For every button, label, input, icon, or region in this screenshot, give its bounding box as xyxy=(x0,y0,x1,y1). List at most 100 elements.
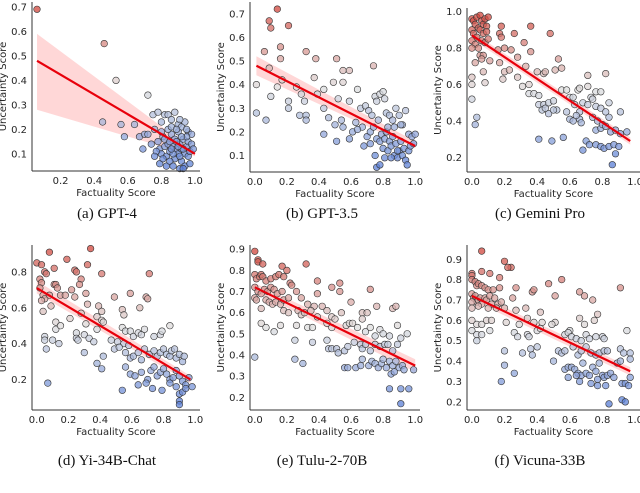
data-point xyxy=(142,379,150,387)
x-axis-label: Factuality Score xyxy=(514,427,593,438)
data-point xyxy=(585,371,594,380)
panel-caption: (f) Vicuna-33B xyxy=(495,453,586,469)
data-point xyxy=(397,334,405,342)
x-tick-label: 0.8 xyxy=(153,176,169,187)
data-point xyxy=(273,5,281,13)
data-point xyxy=(512,306,520,314)
data-point xyxy=(602,108,610,116)
data-point xyxy=(363,309,371,317)
data-point xyxy=(257,304,265,313)
data-point xyxy=(468,73,476,81)
data-point xyxy=(624,382,633,390)
data-point xyxy=(131,372,139,380)
data-point xyxy=(166,322,174,330)
data-point xyxy=(291,336,299,344)
data-point xyxy=(551,292,559,300)
data-point xyxy=(86,245,95,253)
data-point xyxy=(575,377,584,386)
data-point xyxy=(522,304,530,312)
data-point xyxy=(603,347,612,355)
data-point xyxy=(491,294,499,302)
data-point xyxy=(297,294,305,302)
data-point xyxy=(575,314,584,322)
data-point xyxy=(333,137,341,145)
data-point xyxy=(590,316,598,325)
data-point xyxy=(145,270,153,278)
data-point xyxy=(252,80,260,89)
y-tick-label: 0.4 xyxy=(229,351,245,362)
y-tick-label: 0.5 xyxy=(229,329,245,340)
x-tick-label: 0.6 xyxy=(562,177,578,188)
data-point xyxy=(267,24,275,32)
x-tick-label: 1.0 xyxy=(627,177,640,188)
data-point xyxy=(110,293,118,301)
panel-5: 0.0 0.2 0.4 0.6 0.8 1.00.20.30.40.50.60.70.80… xyxy=(433,245,640,469)
x-axis-label: Factuality Score xyxy=(76,427,155,438)
x-tick-label: 0.4 xyxy=(92,415,108,426)
data-point xyxy=(80,349,88,357)
data-point xyxy=(313,277,322,285)
data-point xyxy=(500,361,509,369)
y-tick-label: 0.5 xyxy=(446,336,462,347)
data-point xyxy=(172,125,181,133)
data-point xyxy=(83,261,92,269)
data-point xyxy=(379,330,387,338)
data-point xyxy=(481,79,489,87)
data-point xyxy=(486,269,494,278)
data-point xyxy=(107,336,115,344)
data-point xyxy=(63,255,71,263)
y-axis-label: Uncertainty Score xyxy=(216,42,227,132)
y-tick-label: 0.7 xyxy=(229,9,245,20)
data-point xyxy=(252,109,260,117)
y-tick-label: 0.4 xyxy=(446,116,462,127)
y-tick-label: 0.3 xyxy=(446,377,462,388)
data-point xyxy=(42,345,50,353)
data-point xyxy=(183,125,191,133)
data-point xyxy=(299,359,307,368)
data-point xyxy=(597,88,605,96)
data-point xyxy=(94,302,103,310)
data-point xyxy=(558,276,566,284)
data-point xyxy=(564,373,572,382)
data-point xyxy=(44,379,52,387)
data-point xyxy=(98,118,107,126)
data-point xyxy=(284,97,293,105)
y-tick-label: 0.8 xyxy=(11,267,27,278)
y-tick-label: 0.3 xyxy=(11,100,27,111)
data-point xyxy=(137,356,145,364)
y-tick-label: 0.6 xyxy=(11,303,27,314)
data-point xyxy=(48,336,57,344)
data-point xyxy=(308,323,317,332)
data-point xyxy=(509,294,517,302)
data-point xyxy=(474,44,483,52)
data-point xyxy=(559,133,567,141)
data-point xyxy=(487,316,496,325)
data-point xyxy=(544,110,553,118)
data-point xyxy=(154,108,162,116)
data-point xyxy=(320,130,328,138)
data-point xyxy=(98,270,106,278)
data-point xyxy=(120,311,128,319)
panel-3: 0.0 0.2 0.4 0.6 0.8 1.00.20.40.60.8Factuality… xyxy=(0,245,203,469)
data-point xyxy=(93,325,101,333)
data-point xyxy=(144,130,152,138)
y-tick-label: 0.3 xyxy=(229,372,245,383)
data-point xyxy=(382,364,390,372)
data-point xyxy=(176,115,184,124)
data-point xyxy=(179,165,187,173)
x-tick-label: 0.2 xyxy=(497,177,513,188)
data-point xyxy=(478,320,486,329)
data-point xyxy=(360,142,368,150)
data-point xyxy=(595,359,603,367)
data-point xyxy=(166,379,174,387)
data-point xyxy=(139,145,147,153)
y-axis-label: Uncertainty Score xyxy=(216,283,227,373)
data-point xyxy=(513,73,522,81)
data-point xyxy=(350,338,358,346)
data-point xyxy=(393,321,402,330)
y-tick-label: 0.2 xyxy=(446,153,462,164)
y-tick-label: 0.9 xyxy=(229,245,245,256)
data-point xyxy=(186,160,194,168)
data-point xyxy=(169,162,177,170)
data-point xyxy=(468,298,476,306)
